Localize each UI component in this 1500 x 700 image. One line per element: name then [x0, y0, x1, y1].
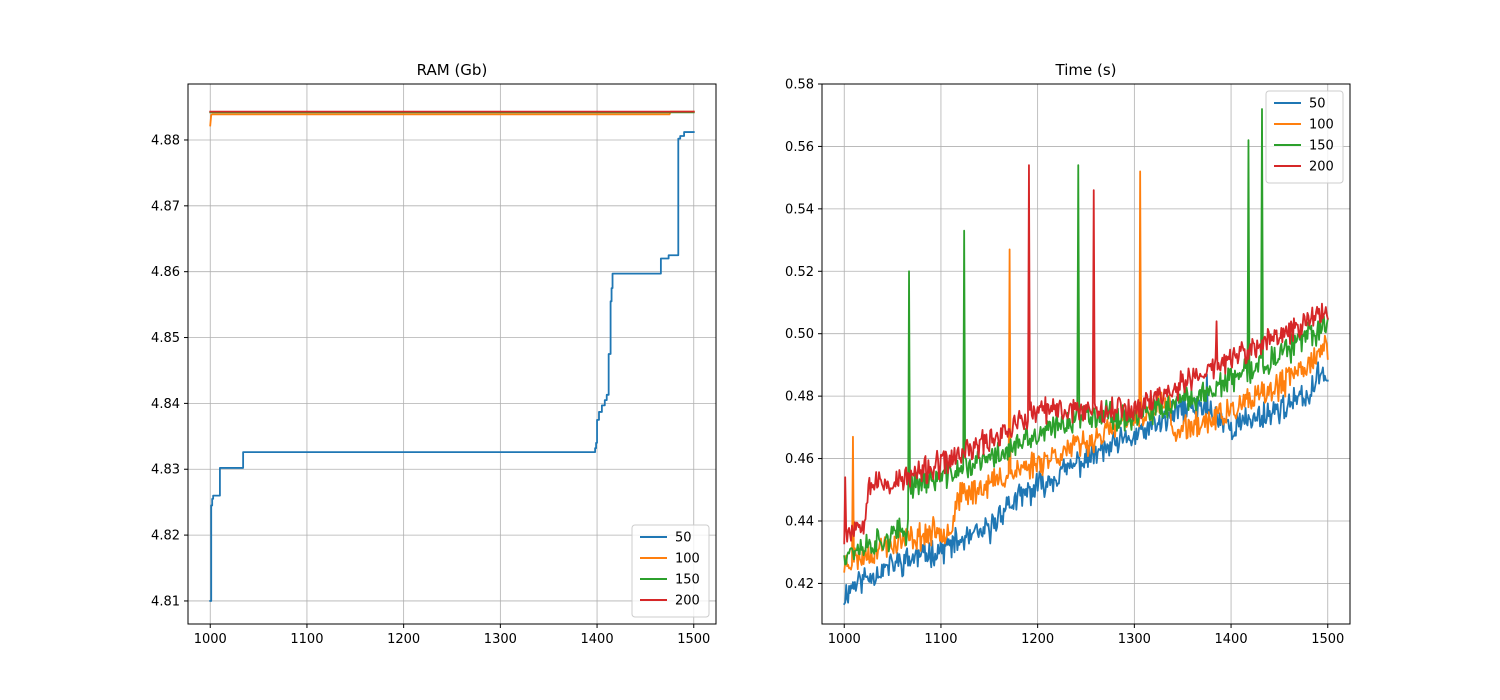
time-xtick-label-1100: 1100	[924, 632, 957, 647]
ram-ytick-label-4.88: 4.88	[151, 133, 180, 148]
ram-chart-title: RAM (Gb)	[417, 61, 488, 79]
ram-ytick-label-4.82: 4.82	[151, 529, 180, 544]
time-ytick-label-0.58: 0.58	[785, 78, 814, 93]
time-series-50-line	[842, 361, 1329, 606]
time-ytick-label-0.52: 0.52	[785, 265, 814, 280]
time-ytick-label-0.46: 0.46	[785, 452, 814, 467]
time-ytick-label-0.5: 0.50	[785, 327, 814, 342]
time-legend: 50 100 150 200	[1265, 90, 1344, 184]
time-chart-title: Time (s)	[1055, 61, 1117, 79]
ram-series-50-line	[209, 131, 695, 602]
ram-xtick-label-1500: 1500	[677, 632, 710, 647]
time-ytick-label-0.42: 0.42	[785, 577, 814, 592]
time-ytick-label-0.56: 0.56	[785, 140, 814, 155]
ram-chart: 1000 1100 1200 1300 1400 1500 4.81 4.82 4.83 4.84…	[151, 61, 717, 647]
time-chart: 1000 1100 1200 1300 1400 1500 0.42 0.44 0.46 0.48…	[785, 61, 1351, 647]
time-ytick-label-0.44: 0.44	[785, 514, 814, 529]
time-xtick-label-1200: 1200	[1021, 632, 1054, 647]
time-xtick-label-1000: 1000	[828, 632, 861, 647]
ram-xtick-label-1300: 1300	[484, 632, 517, 647]
time-ytick-label-0.54: 0.54	[785, 202, 814, 217]
time-ytick-label-0.48: 0.48	[785, 390, 814, 405]
ram-axes-frame	[187, 83, 717, 625]
ram-xtick-label-1100: 1100	[290, 632, 323, 647]
time-series-100-line	[843, 170, 1329, 573]
time-legend-label-50: 50	[1309, 97, 1326, 112]
time-xtick-label-1500: 1500	[1311, 632, 1344, 647]
ram-legend: 50 100 150 200	[631, 524, 710, 618]
ram-legend-label-50: 50	[675, 531, 692, 546]
ram-xtick-label-1000: 1000	[194, 632, 227, 647]
ram-ytick-label-4.83: 4.83	[151, 463, 180, 478]
time-axes-frame	[821, 83, 1351, 625]
ram-xtick-label-1400: 1400	[581, 632, 614, 647]
ram-ytick-label-4.81: 4.81	[151, 594, 180, 609]
time-xtick-label-1400: 1400	[1215, 632, 1248, 647]
time-legend-label-200: 200	[1309, 160, 1334, 175]
ram-legend-label-100: 100	[675, 552, 700, 567]
time-legend-label-150: 150	[1309, 139, 1334, 154]
ram-ytick-label-4.85: 4.85	[151, 331, 180, 346]
ram-ytick-label-4.86: 4.86	[151, 265, 180, 280]
ram-series-100-line	[209, 110, 695, 127]
ram-ytick-label-4.84: 4.84	[151, 397, 180, 412]
ram-legend-label-150: 150	[675, 573, 700, 588]
ram-legend-label-200: 200	[675, 594, 700, 609]
time-series-200-line	[843, 164, 1329, 545]
ram-xtick-label-1200: 1200	[387, 632, 420, 647]
time-xtick-label-1300: 1300	[1118, 632, 1151, 647]
time-legend-label-100: 100	[1309, 118, 1334, 133]
ram-ytick-label-4.87: 4.87	[151, 199, 180, 214]
